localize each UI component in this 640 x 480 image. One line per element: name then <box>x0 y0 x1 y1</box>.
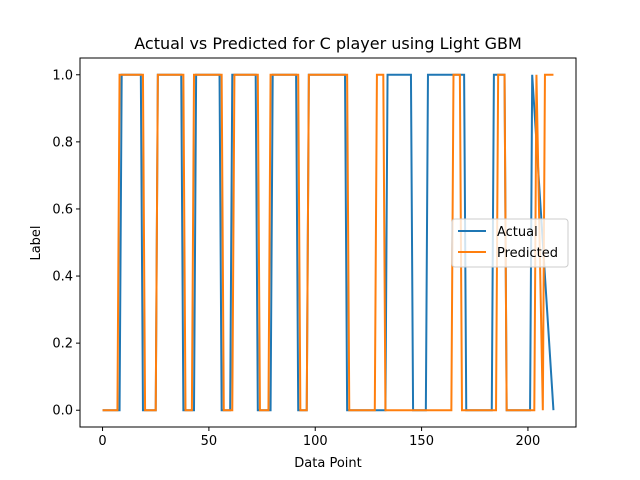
ticks-layer: 0 50 100 150 200 0.0 0.2 0.4 0.6 0.8 1.0 <box>52 68 540 449</box>
plot-area: 0 50 100 150 200 0.0 0.2 0.4 0.6 0.8 1.0 <box>52 57 577 449</box>
legend-label-predicted: Predicted <box>497 246 558 261</box>
series-line-predicted <box>102 73 554 412</box>
y-tick-label: 1.0 <box>52 68 73 83</box>
plot-frame <box>79 57 577 428</box>
x-tick-label: 0 <box>98 434 106 449</box>
y-tick-label: 0.0 <box>52 404 73 419</box>
legend: Actual Predicted <box>451 218 569 268</box>
y-tick-label: 0.6 <box>52 202 73 217</box>
y-tick-label: 0.8 <box>52 135 73 150</box>
legend-label-actual: Actual <box>497 225 538 240</box>
chart-title: Actual vs Predicted for C player using L… <box>134 34 522 53</box>
x-tick-label: 100 <box>303 434 328 449</box>
y-axis-label: Label <box>29 225 44 260</box>
x-tick-label: 150 <box>409 434 434 449</box>
series-layer <box>102 73 555 412</box>
y-tick-label: 0.4 <box>52 270 73 285</box>
x-tick-label: 200 <box>516 434 541 449</box>
x-tick-label: 50 <box>201 434 218 449</box>
x-axis-label: Data Point <box>294 456 361 471</box>
y-tick-label: 0.2 <box>52 337 73 352</box>
